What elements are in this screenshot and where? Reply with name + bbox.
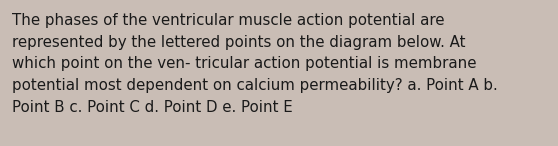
Text: The phases of the ventricular muscle action potential are
represented by the let: The phases of the ventricular muscle act…	[12, 13, 498, 115]
